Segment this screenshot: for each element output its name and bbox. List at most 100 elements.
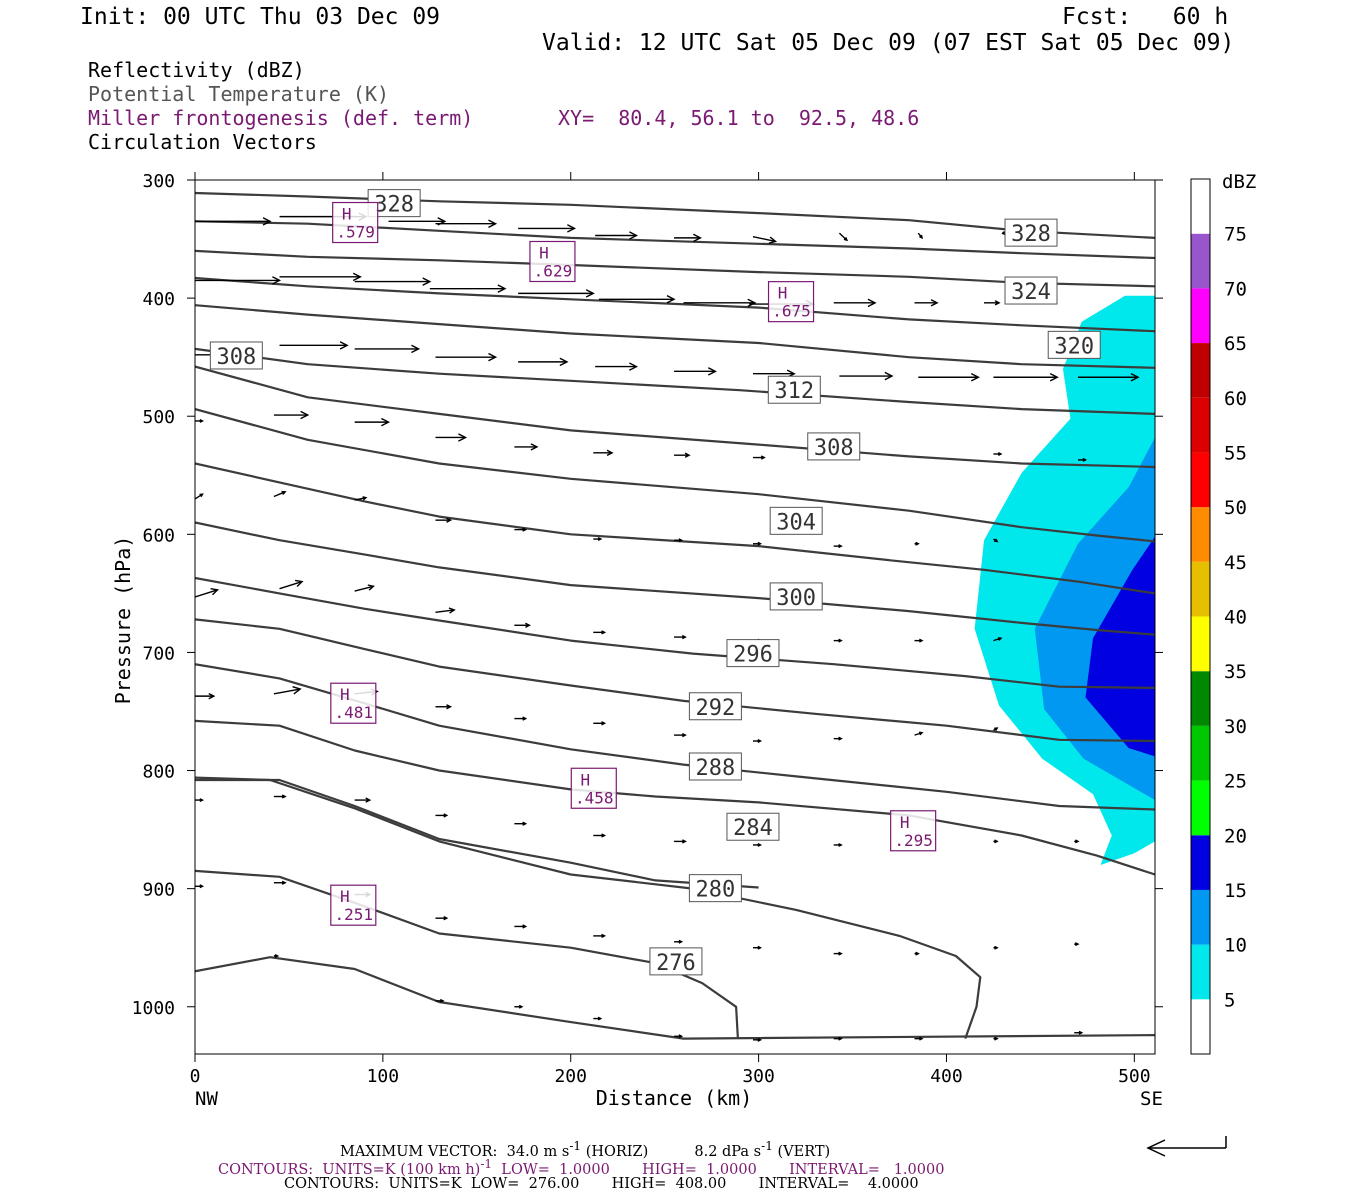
vector-arrowhead	[838, 951, 843, 956]
valid-time: Valid: 12 UTC Sat 05 Dec 09 (07 EST Sat …	[542, 30, 1235, 56]
vector-arrowhead	[518, 1004, 524, 1009]
theta-contour-316	[195, 347, 1155, 415]
contour-label: 288	[696, 756, 736, 781]
vector-arrowhead	[362, 496, 368, 501]
y-tick-label: 900	[142, 880, 175, 901]
vector-arrowhead	[838, 736, 843, 741]
contour-label: 296	[733, 643, 773, 668]
colorbar-tick-label: 75	[1224, 224, 1247, 246]
colorbar-cell	[1191, 835, 1210, 890]
y-tick-label: 700	[142, 643, 175, 664]
contour-labels: 328 328 324 320 308 312 308 304 300 296 292 288 284 2…	[209, 189, 1101, 976]
vector-arrowhead	[274, 953, 280, 958]
y-axis-label: Pressure (hPa)	[111, 536, 135, 705]
circulation-vector	[435, 517, 453, 523]
colorbar-cell	[1191, 944, 1210, 1000]
legend-potential-temperature: Potential Temperature (K)	[88, 82, 390, 106]
circulation-vector	[917, 232, 924, 240]
vector-arrowhead	[199, 493, 204, 498]
frontogenesis-max-value: .458	[575, 788, 614, 807]
colorbar-tick-label: 55	[1224, 442, 1247, 464]
vector-arrowhead	[678, 1034, 684, 1039]
contour-label: 324	[1011, 280, 1051, 305]
circulation-vector	[593, 449, 614, 457]
vector-arrowhead	[838, 842, 843, 847]
vector-arrowhead	[292, 686, 302, 695]
frontogenesis-max-label: H	[340, 685, 350, 704]
frontogenesis-max-label: H	[340, 887, 350, 906]
circulation-vector	[593, 1016, 603, 1021]
circulation-vector	[752, 945, 763, 950]
circulation-vector	[514, 443, 539, 451]
colorbar-tick-label: 70	[1224, 278, 1247, 300]
vector-arrowhead	[994, 727, 999, 731]
colorbar-cell	[1191, 452, 1210, 508]
colorbar-cell	[1191, 889, 1210, 945]
frontogenesis-max-value: .675	[772, 302, 811, 321]
vector-arrowhead	[281, 490, 287, 496]
frontogenesis-max-value: .295	[894, 831, 933, 850]
vector-arrowhead	[367, 584, 375, 591]
vector-shaft	[752, 236, 776, 243]
vector-arrowhead	[994, 1036, 999, 1041]
vector-arrowhead	[678, 538, 684, 543]
frontogenesis-max-label: H	[580, 770, 590, 789]
vector-arrowhead	[339, 341, 349, 350]
circulation-vector	[595, 231, 639, 240]
reference-vector-icon	[1146, 1136, 1227, 1157]
vector-arrowhead	[919, 234, 924, 240]
colorbar-tick-label: 20	[1224, 825, 1247, 847]
vector-arrowhead	[497, 284, 507, 293]
contour-label-box	[767, 375, 821, 404]
vector-arrowhead	[1074, 942, 1080, 947]
theta-contour-288	[195, 663, 1155, 811]
circulation-vector	[674, 367, 717, 376]
vector-arrowhead	[458, 433, 468, 442]
circulation-vector	[595, 362, 639, 371]
circulation-vector	[833, 638, 843, 643]
circulation-vector	[593, 933, 607, 939]
vector-arrowhead	[970, 372, 980, 382]
x-tick-label: 200	[554, 1066, 587, 1087]
colorbar-tick-label: 30	[1224, 716, 1247, 738]
vector-arrowhead	[446, 704, 453, 710]
circulation-vector	[833, 544, 843, 549]
x-tick-label: 300	[742, 1066, 775, 1087]
theta-contour-276	[195, 776, 982, 1039]
vector-shaft	[435, 609, 455, 613]
vector-arrowhead	[867, 298, 877, 308]
circulation-vector	[514, 1004, 524, 1009]
vector-arrowhead	[199, 884, 205, 889]
vector-arrowhead	[522, 924, 528, 929]
circulation-vector	[683, 298, 757, 308]
frontogenesis-max-value: .481	[335, 703, 374, 722]
vector-arrowhead	[629, 231, 639, 240]
contour-label-box	[688, 752, 742, 781]
circulation-vector	[518, 357, 569, 367]
vector-arrowhead	[684, 452, 691, 458]
circulation-vector	[993, 372, 1059, 382]
circulation-vector	[195, 217, 272, 226]
vector-arrowhead	[439, 998, 445, 1003]
contour-label: 308	[216, 345, 256, 370]
colorbar-tick-label: 35	[1224, 661, 1247, 683]
circulation-vector	[984, 300, 1001, 306]
theta-contour-276	[195, 869, 739, 1039]
circulation-vector	[273, 686, 302, 695]
vector-arrowhead	[443, 813, 449, 818]
contour-label: 284	[733, 816, 773, 841]
colorbar-cell	[1191, 179, 1210, 234]
colorbar-cell	[1191, 725, 1210, 781]
circulation-vector	[674, 1034, 684, 1039]
circulation-vector	[195, 493, 204, 500]
y-tick-label: 500	[142, 407, 175, 428]
circulation-vector	[354, 496, 368, 501]
contour-label-box	[1004, 276, 1058, 305]
y-tick-label: 800	[142, 762, 175, 783]
vector-arrowhead	[365, 797, 372, 803]
circulation-vector	[195, 418, 205, 423]
x-tick-label: 400	[930, 1066, 963, 1087]
vector-arrowhead	[597, 537, 603, 542]
circulation-vector	[195, 276, 282, 285]
